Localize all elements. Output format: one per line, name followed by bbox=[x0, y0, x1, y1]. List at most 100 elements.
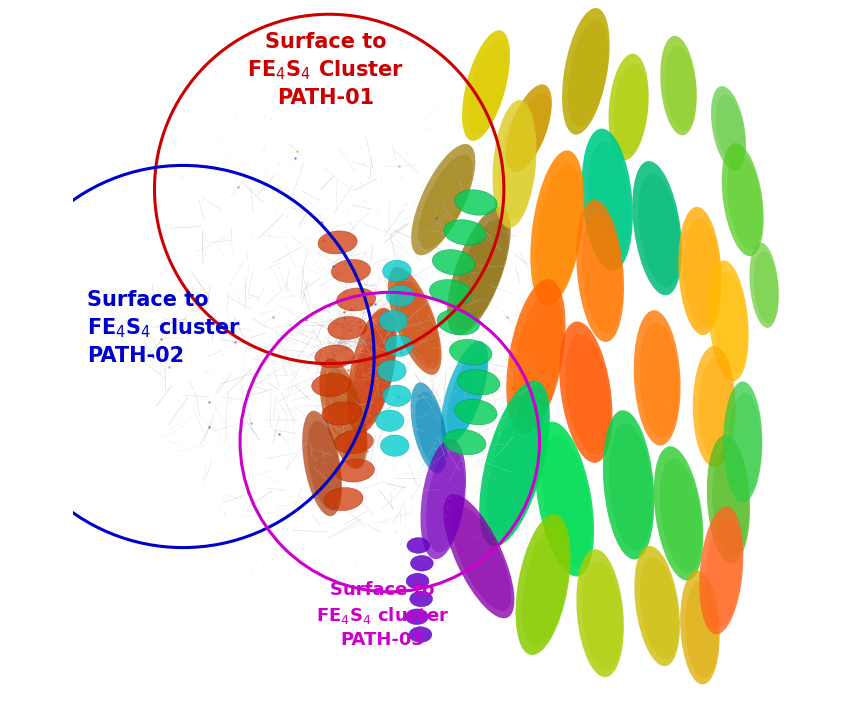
Ellipse shape bbox=[328, 317, 367, 339]
Ellipse shape bbox=[486, 395, 547, 536]
Ellipse shape bbox=[577, 549, 624, 677]
Ellipse shape bbox=[410, 591, 432, 607]
Text: Surface to
FE$_4$S$_4$ cluster
PATH-03: Surface to FE$_4$S$_4$ cluster PATH-03 bbox=[316, 581, 450, 649]
Ellipse shape bbox=[749, 242, 779, 328]
Ellipse shape bbox=[654, 446, 704, 580]
Ellipse shape bbox=[347, 308, 396, 434]
Ellipse shape bbox=[711, 86, 746, 170]
Ellipse shape bbox=[319, 358, 367, 469]
Ellipse shape bbox=[708, 260, 749, 381]
Text: Surface to
FE$_4$S$_4$ cluster
PATH-02: Surface to FE$_4$S$_4$ cluster PATH-02 bbox=[87, 290, 241, 366]
Ellipse shape bbox=[639, 322, 680, 438]
Ellipse shape bbox=[455, 399, 497, 425]
Ellipse shape bbox=[665, 46, 696, 130]
Ellipse shape bbox=[565, 334, 611, 454]
Ellipse shape bbox=[727, 154, 763, 250]
Ellipse shape bbox=[410, 555, 433, 571]
Ellipse shape bbox=[468, 41, 509, 135]
Ellipse shape bbox=[559, 322, 613, 463]
Ellipse shape bbox=[376, 410, 404, 431]
Ellipse shape bbox=[516, 514, 571, 655]
Ellipse shape bbox=[311, 374, 351, 396]
Ellipse shape bbox=[384, 335, 414, 356]
Ellipse shape bbox=[535, 421, 594, 577]
Ellipse shape bbox=[608, 53, 649, 160]
Ellipse shape bbox=[407, 538, 430, 553]
Ellipse shape bbox=[353, 319, 396, 426]
Ellipse shape bbox=[457, 369, 500, 395]
Ellipse shape bbox=[323, 488, 363, 511]
Ellipse shape bbox=[444, 220, 486, 245]
Ellipse shape bbox=[437, 309, 480, 335]
Ellipse shape bbox=[699, 506, 743, 635]
Ellipse shape bbox=[394, 277, 439, 369]
Ellipse shape bbox=[582, 212, 623, 334]
Ellipse shape bbox=[684, 219, 721, 327]
Ellipse shape bbox=[692, 346, 735, 467]
Ellipse shape bbox=[609, 424, 653, 550]
Ellipse shape bbox=[632, 161, 682, 295]
Ellipse shape bbox=[386, 285, 414, 307]
Ellipse shape bbox=[444, 429, 486, 455]
Ellipse shape bbox=[480, 381, 550, 546]
Ellipse shape bbox=[522, 527, 569, 647]
Ellipse shape bbox=[441, 341, 488, 443]
Ellipse shape bbox=[568, 20, 608, 127]
Ellipse shape bbox=[426, 450, 465, 553]
Ellipse shape bbox=[409, 627, 432, 642]
Ellipse shape bbox=[541, 436, 592, 567]
Ellipse shape bbox=[638, 173, 680, 287]
Ellipse shape bbox=[454, 219, 508, 327]
Ellipse shape bbox=[577, 200, 624, 342]
Ellipse shape bbox=[723, 381, 762, 503]
Ellipse shape bbox=[513, 293, 564, 424]
Ellipse shape bbox=[661, 36, 697, 135]
Ellipse shape bbox=[613, 63, 648, 155]
Ellipse shape bbox=[728, 393, 762, 496]
Ellipse shape bbox=[325, 369, 366, 463]
Ellipse shape bbox=[660, 458, 702, 573]
Ellipse shape bbox=[511, 93, 551, 168]
Ellipse shape bbox=[450, 339, 492, 365]
Ellipse shape bbox=[322, 402, 361, 425]
Ellipse shape bbox=[383, 260, 411, 282]
Ellipse shape bbox=[603, 410, 655, 560]
Ellipse shape bbox=[447, 207, 511, 335]
Ellipse shape bbox=[406, 609, 428, 625]
Ellipse shape bbox=[450, 506, 511, 611]
Ellipse shape bbox=[634, 546, 680, 666]
Ellipse shape bbox=[406, 573, 429, 589]
Ellipse shape bbox=[704, 518, 742, 627]
Ellipse shape bbox=[335, 459, 374, 482]
Ellipse shape bbox=[582, 128, 633, 271]
Ellipse shape bbox=[679, 207, 722, 335]
Ellipse shape bbox=[315, 345, 354, 368]
Ellipse shape bbox=[588, 141, 631, 262]
Ellipse shape bbox=[432, 250, 474, 275]
Ellipse shape bbox=[335, 431, 373, 453]
Ellipse shape bbox=[380, 435, 409, 456]
Ellipse shape bbox=[634, 310, 680, 446]
Ellipse shape bbox=[331, 260, 371, 282]
Ellipse shape bbox=[754, 251, 779, 324]
Ellipse shape bbox=[712, 447, 749, 555]
Ellipse shape bbox=[640, 557, 679, 660]
Ellipse shape bbox=[302, 411, 341, 516]
Ellipse shape bbox=[444, 494, 515, 618]
Text: Surface to
FE$_4$S$_4$ Cluster
PATH-01: Surface to FE$_4$S$_4$ Cluster PATH-01 bbox=[247, 32, 404, 108]
Ellipse shape bbox=[455, 190, 498, 215]
Ellipse shape bbox=[420, 439, 466, 559]
Ellipse shape bbox=[415, 391, 447, 468]
Ellipse shape bbox=[530, 150, 584, 306]
Ellipse shape bbox=[383, 385, 411, 406]
Ellipse shape bbox=[447, 351, 486, 438]
Ellipse shape bbox=[716, 95, 746, 166]
Ellipse shape bbox=[388, 267, 442, 375]
Ellipse shape bbox=[722, 143, 764, 256]
Ellipse shape bbox=[378, 360, 406, 381]
Ellipse shape bbox=[562, 8, 610, 135]
Ellipse shape bbox=[498, 112, 535, 220]
Ellipse shape bbox=[492, 100, 536, 228]
Ellipse shape bbox=[707, 435, 750, 563]
Ellipse shape bbox=[336, 288, 376, 311]
